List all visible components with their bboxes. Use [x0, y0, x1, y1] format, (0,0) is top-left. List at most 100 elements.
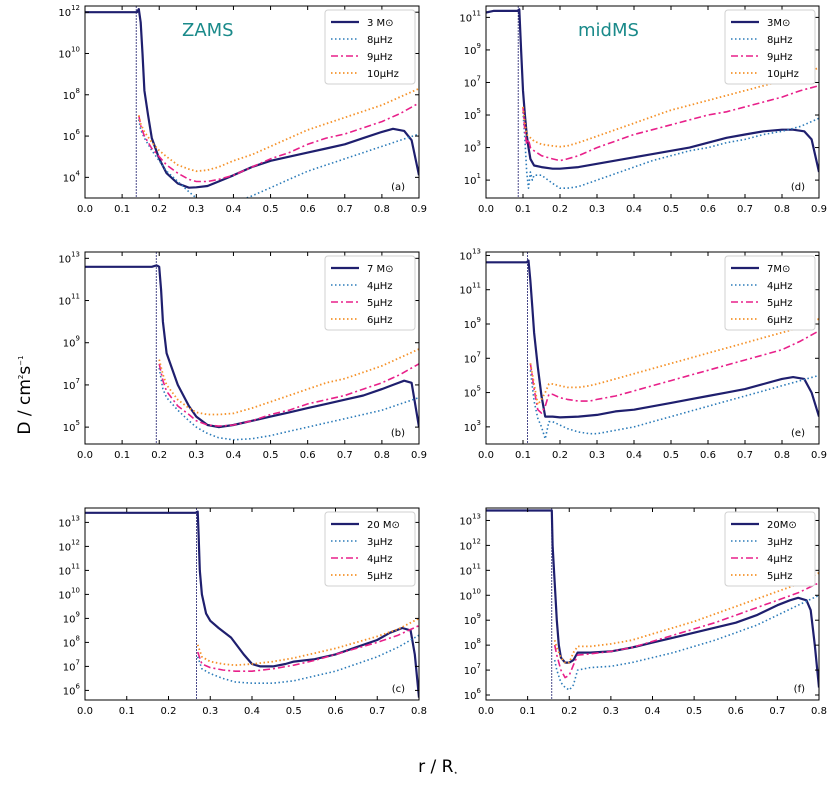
legend-entry-0: 20M⊙: [767, 520, 797, 531]
panel-d: 0.0 0.1 0.2 0.3 0.4 0.5 0.6 0.7 0.8 0.9 101 103 105 1…: [459, 5, 827, 215]
x-tick-label: 0.1: [114, 204, 130, 215]
legend-box: [724, 511, 816, 587]
series-line-0: [85, 510, 419, 698]
x-tick-label: 0.7: [369, 706, 385, 717]
legend-entry-1: 3μHz: [767, 537, 793, 548]
series-line-2: [158, 363, 419, 427]
y-tick-label: 105: [464, 107, 481, 122]
x-tick-label: 0.3: [603, 706, 619, 717]
series-line-3: [196, 617, 419, 667]
x-tick-label: 0.4: [626, 450, 642, 461]
legend-entry-3: 6μHz: [767, 315, 793, 326]
y-tick-label: 1011: [58, 293, 80, 308]
x-tick-label: 0.4: [645, 706, 661, 717]
x-tick-label: 0.3: [202, 706, 218, 717]
x-tick-label: 0.8: [774, 204, 790, 215]
legend-entry-0: 3M⊙: [767, 18, 790, 29]
x-tick-label: 0.1: [515, 450, 531, 461]
y-tick-label: 1013: [58, 250, 80, 265]
series-line-3: [158, 348, 419, 416]
panel-label: (f): [794, 684, 805, 695]
x-tick-label: 0.6: [328, 706, 344, 717]
x-tick-label: 0.8: [811, 706, 827, 717]
series-line-1: [138, 119, 419, 198]
legend-entry-2: 4μHz: [767, 554, 793, 565]
legend-entry-2: 5μHz: [767, 298, 793, 309]
legend-entry-2: 4μHz: [367, 554, 393, 565]
legend-entry-0: 7 M⊙: [367, 264, 394, 275]
x-tick-label: 0.5: [286, 706, 302, 717]
series-line-3: [529, 318, 819, 406]
series-line-1: [196, 634, 419, 685]
series-line-1: [529, 370, 819, 440]
legend-box: [724, 255, 816, 331]
series-line-3: [137, 87, 419, 173]
legend-entry-0: 3 M⊙: [367, 18, 394, 29]
y-tick-label: 1011: [459, 9, 481, 24]
y-tick-label: 109: [464, 42, 481, 57]
legend-entry-3: 10μHz: [767, 69, 799, 80]
y-tick-label: 109: [63, 335, 80, 350]
x-tick-label: 0.6: [700, 204, 716, 215]
y-tick-label: 108: [464, 637, 481, 652]
x-tick-label: 0.1: [515, 204, 531, 215]
x-tick-label: 0.1: [119, 706, 135, 717]
x-tick-label: 0.8: [374, 204, 390, 215]
y-tick-label: 107: [464, 74, 481, 89]
series-line-1: [522, 111, 819, 189]
x-tick-label: 0.3: [188, 450, 204, 461]
x-tick-label: 0.4: [626, 204, 642, 215]
y-tick-label: 1010: [459, 587, 481, 602]
x-tick-label: 0.2: [151, 450, 167, 461]
legend-entry-2: 9μHz: [767, 52, 793, 63]
panel-b: 0.0 0.1 0.2 0.3 0.4 0.5 0.6 0.7 0.8 0.9 105 107 109 1…: [58, 250, 427, 461]
y-tick-label: 106: [63, 682, 81, 697]
plot-frame: [485, 5, 820, 199]
x-tick-label: 0.3: [188, 204, 204, 215]
x-tick-label: 0.6: [700, 450, 716, 461]
x-tick-label: 0.3: [589, 450, 605, 461]
panel-label: (b): [391, 428, 405, 439]
legend-entry-0: 7M⊙: [767, 264, 790, 275]
x-tick-label: 0.0: [77, 204, 93, 215]
series-line-0: [85, 264, 419, 429]
x-tick-label: 0.0: [77, 450, 93, 461]
x-tick-label: 0.5: [263, 204, 279, 215]
series-line-3: [522, 66, 819, 148]
x-tick-label: 0.1: [114, 450, 130, 461]
x-tick-label: 0.4: [225, 450, 241, 461]
legend-entry-2: 9μHz: [367, 52, 393, 63]
x-tick-label: 0.2: [552, 450, 568, 461]
x-tick-label: 0.7: [337, 204, 353, 215]
x-tick-label: 0.1: [520, 706, 536, 717]
series-line-0: [486, 8, 819, 173]
y-tick-label: 1012: [58, 538, 80, 553]
y-tick-label: 1010: [58, 586, 80, 601]
y-tick-label: 107: [63, 658, 80, 673]
legend-entry-3: 5μHz: [367, 571, 393, 582]
series-line-2: [553, 582, 819, 679]
panel-label: (c): [392, 684, 405, 695]
x-tick-label: 0.7: [769, 706, 785, 717]
x-tick-label: 0.7: [737, 204, 753, 215]
x-tick-label: 0.9: [811, 450, 827, 461]
x-tick-label: 0.0: [478, 450, 494, 461]
x-tick-label: 0.5: [663, 204, 679, 215]
y-tick-label: 1012: [459, 537, 481, 552]
series-line-1: [158, 367, 419, 441]
x-tick-label: 0.7: [337, 450, 353, 461]
y-tick-label: 1010: [58, 45, 80, 60]
x-tick-label: 0.2: [552, 204, 568, 215]
panel-label: (e): [791, 428, 805, 439]
x-tick-label: 0.6: [300, 450, 316, 461]
y-tick-label: 1011: [459, 562, 481, 577]
legend-box: [724, 9, 816, 85]
panel-f: 0.0 0.1 0.2 0.3 0.4 0.5 0.6 0.7 0.8 106 107 108 109 1…: [459, 507, 827, 717]
series-line-2: [529, 330, 819, 414]
x-tick-label: 0.2: [161, 706, 177, 717]
panel-a: 0.0 0.1 0.2 0.3 0.4 0.5 0.6 0.7 0.8 0.9 104 106 108 1…: [58, 4, 427, 215]
x-tick-label: 0.9: [811, 204, 827, 215]
x-tick-label: 0.9: [411, 204, 427, 215]
legend-entry-1: 8μHz: [367, 35, 393, 46]
